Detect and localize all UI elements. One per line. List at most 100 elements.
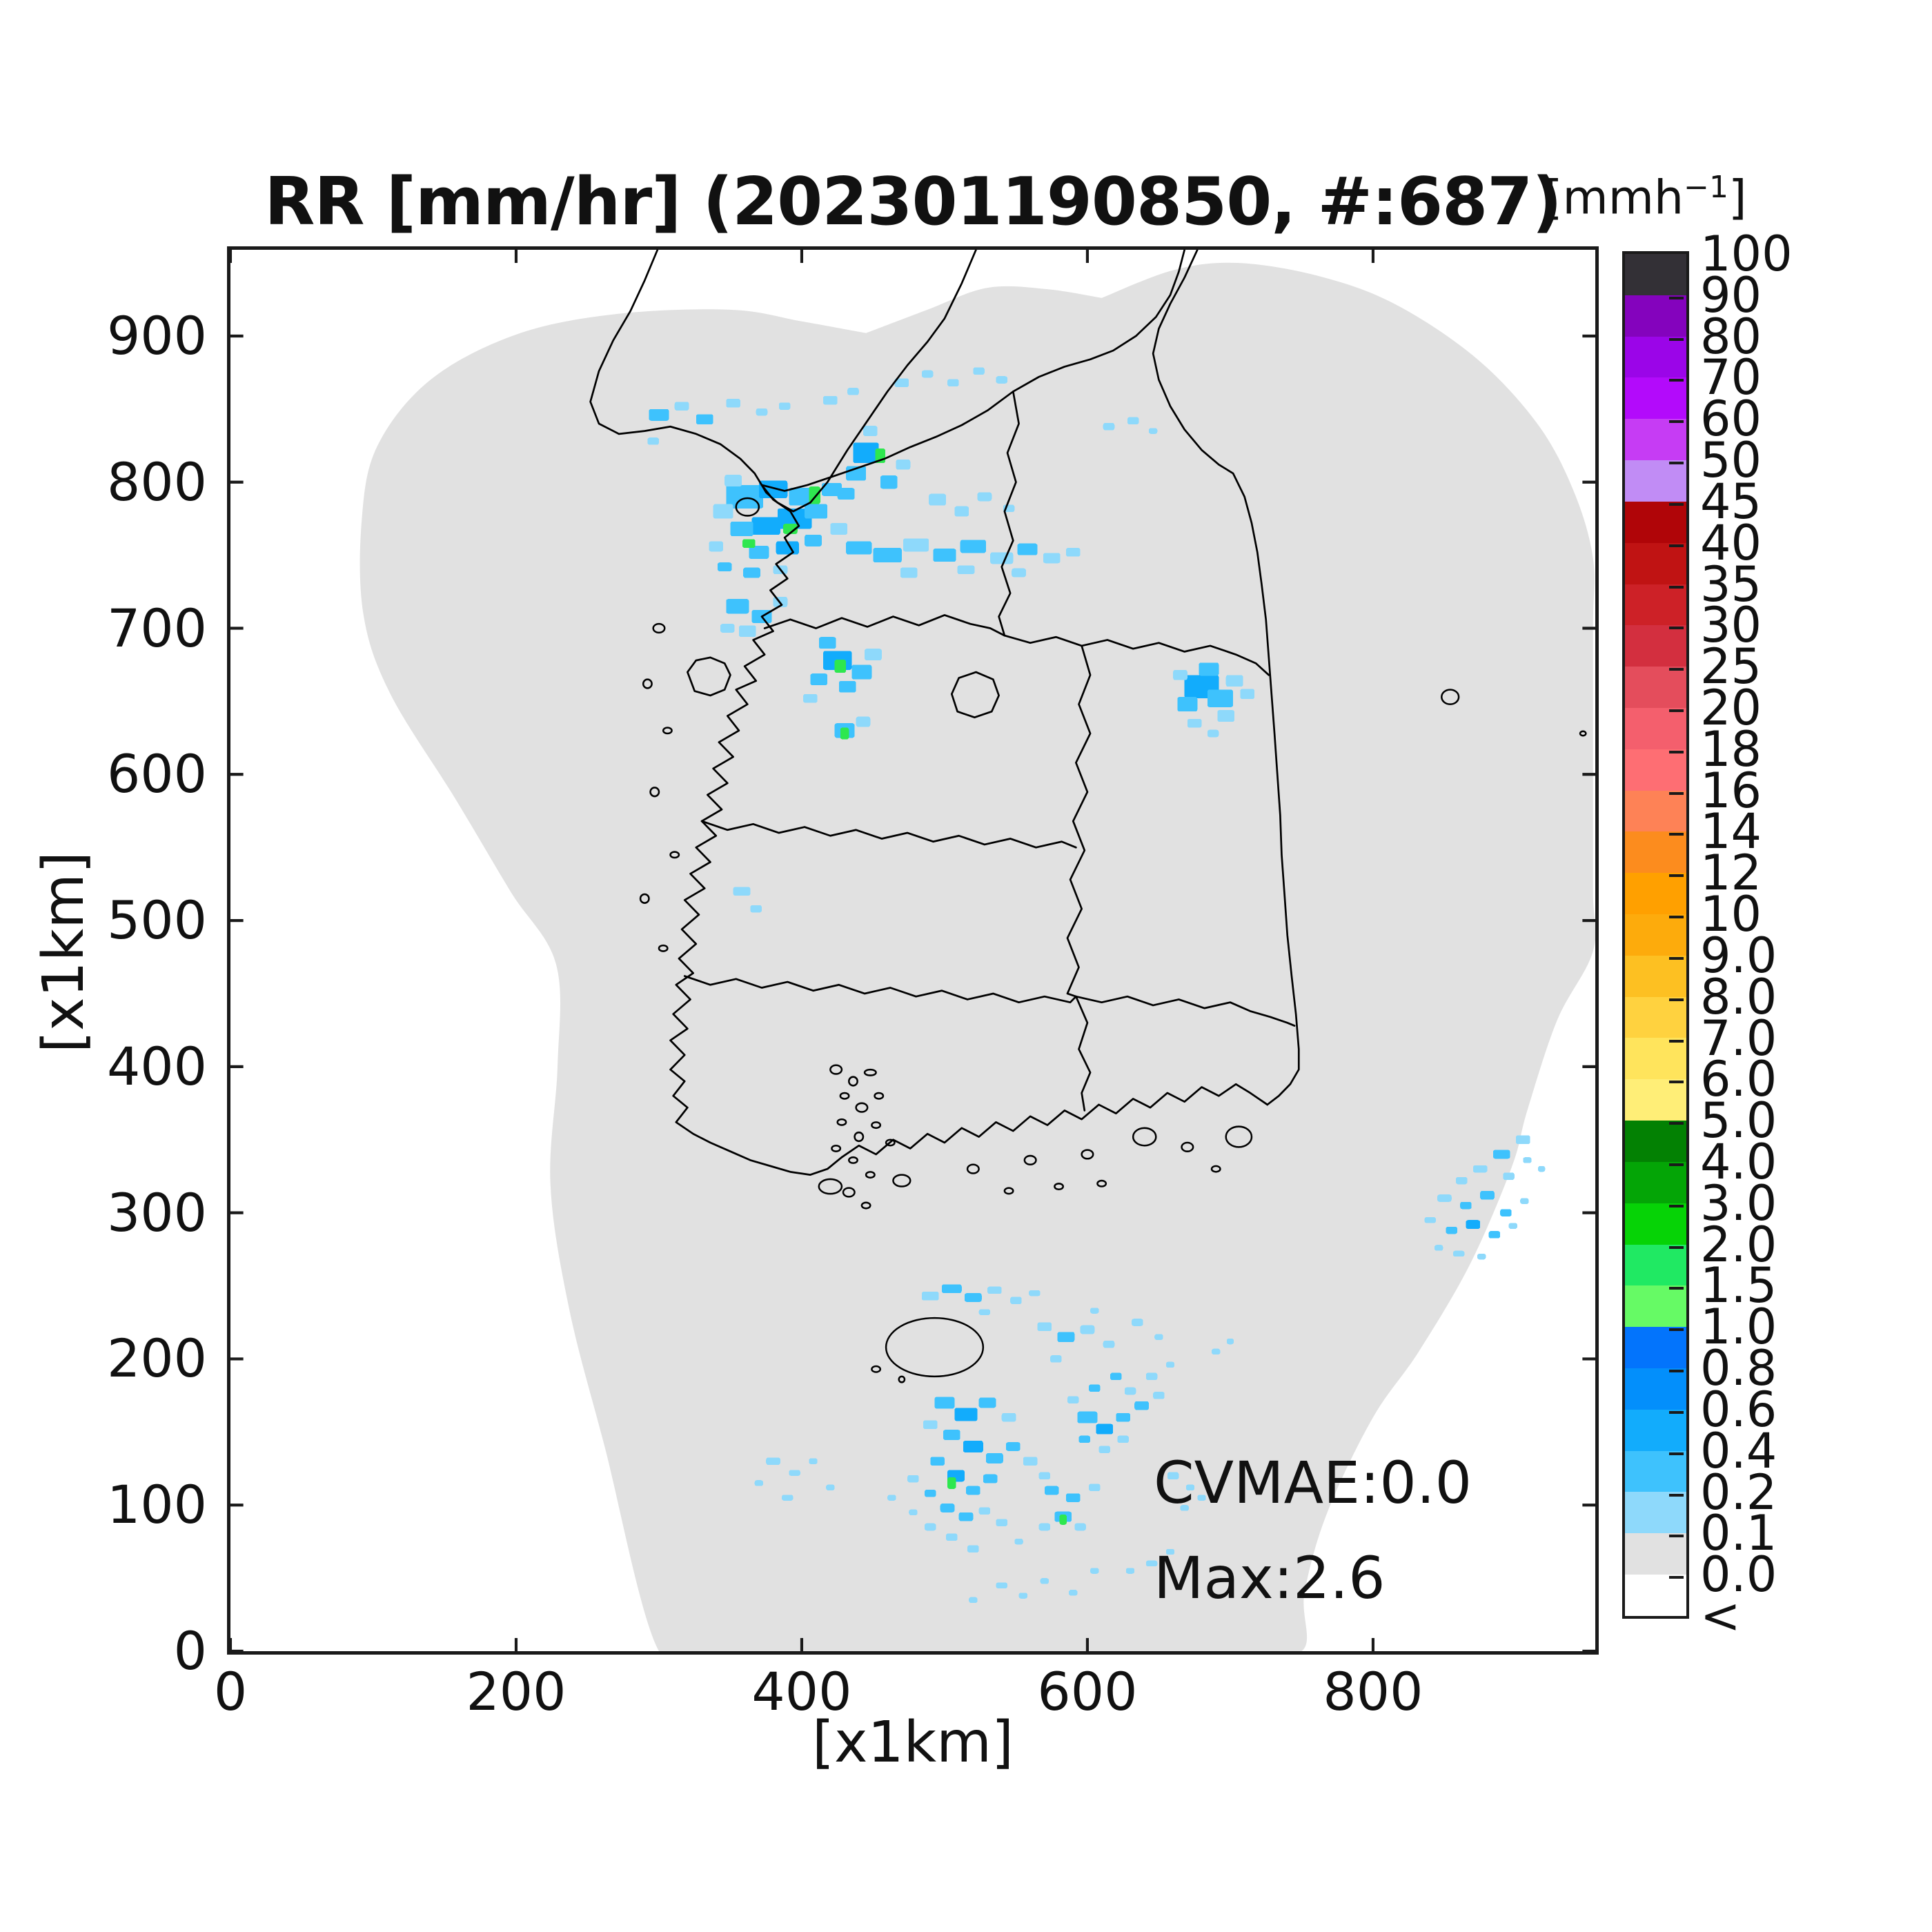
colorbar-label: 90	[1700, 266, 1762, 324]
echo-cell	[947, 1477, 956, 1489]
colorbar-label: 1.5	[1700, 1257, 1777, 1314]
x-tick-label: 800	[1323, 1661, 1423, 1722]
colorbar-label: 0.1	[1700, 1505, 1777, 1562]
island	[848, 1076, 858, 1087]
colorbar-label: <	[1700, 1588, 1741, 1644]
echo-cell	[789, 488, 815, 506]
colorbar-segment	[1625, 625, 1686, 667]
echo-cell	[977, 492, 992, 502]
echo-cell	[978, 1397, 996, 1408]
colorbar-tick	[1669, 1163, 1684, 1166]
colorbar-segment	[1625, 501, 1686, 543]
echo-cell	[709, 541, 724, 552]
echo-cell	[873, 548, 902, 563]
echo-cell	[749, 545, 769, 559]
echo-cell	[1065, 1493, 1081, 1502]
echo-cell	[1124, 1387, 1136, 1395]
echo-cell	[838, 680, 856, 693]
coastline	[840, 1083, 1269, 1159]
cvmae-annotation: CVMAE:0.0	[1154, 1449, 1472, 1517]
colorbar-tick	[1669, 1204, 1684, 1208]
colorbar-label: 4.0	[1700, 1134, 1777, 1190]
echo-cell	[1057, 1332, 1075, 1343]
echo-cell	[1018, 1593, 1028, 1599]
island	[848, 1156, 858, 1164]
echo-cell	[896, 459, 911, 470]
echo-cell	[726, 599, 749, 614]
colorbar-label: 40	[1700, 514, 1762, 571]
colorbar-label: 50	[1700, 432, 1762, 489]
echo-cell	[1197, 1495, 1206, 1501]
colorbar-tick	[1669, 337, 1684, 341]
echo-cell	[1165, 1361, 1175, 1368]
echo-cell	[1477, 1253, 1486, 1260]
echo-cell	[900, 567, 918, 578]
echo-cell	[1145, 1372, 1158, 1381]
echo-cell	[1050, 1355, 1062, 1363]
island	[892, 1174, 911, 1187]
echo-cell	[1217, 710, 1235, 722]
echo-cell	[1455, 1176, 1468, 1185]
echo-cell	[754, 1480, 764, 1486]
echo-cell	[818, 637, 836, 649]
island	[829, 1064, 843, 1075]
colorbar-label: 0.4	[1700, 1422, 1777, 1479]
echo-cell	[1044, 1486, 1059, 1495]
echo-cell	[647, 437, 659, 445]
echo-cell	[783, 524, 798, 534]
colorbar-tick	[1669, 791, 1684, 795]
echo-cell	[1065, 548, 1081, 557]
echo-cell	[1437, 1194, 1452, 1202]
island	[1579, 730, 1587, 737]
colorbar-segment	[1625, 584, 1686, 626]
colorbar-label: 100	[1700, 226, 1793, 282]
colorbar-label: 0.0	[1700, 1546, 1777, 1604]
colorbar-tick	[1669, 1245, 1684, 1249]
colorbar-label: 2.0	[1700, 1216, 1777, 1273]
y-tick-label: 500	[106, 889, 207, 952]
echo-cell	[1503, 1172, 1515, 1180]
colorbar-tick	[1669, 1039, 1684, 1043]
y-tick-label: 200	[106, 1328, 207, 1390]
island	[1081, 1149, 1094, 1160]
echo-cell	[726, 399, 740, 408]
island	[871, 1365, 882, 1373]
colorbar-unit-suffix: ]	[1728, 170, 1747, 226]
echo-cell	[856, 716, 871, 727]
colorbar-segment	[1625, 1121, 1686, 1162]
echo-cell	[1148, 428, 1158, 434]
echo-cell	[809, 1458, 818, 1464]
y-tick-label: 800	[106, 451, 207, 513]
island	[871, 1121, 882, 1130]
island	[831, 1144, 842, 1152]
echo-cell	[1515, 1135, 1530, 1145]
echo-cell	[957, 565, 975, 575]
echo-cell	[766, 1457, 780, 1465]
colorbar-label: 20	[1700, 680, 1762, 736]
echo-cell	[1090, 1308, 1099, 1314]
echo-cell	[967, 1545, 979, 1553]
island	[885, 1138, 896, 1147]
echo-cell	[1043, 553, 1061, 564]
island	[1096, 1179, 1107, 1187]
colorbar-segment	[1625, 377, 1686, 420]
colorbar-tick	[1669, 709, 1684, 712]
x-tick-label: 600	[1037, 1661, 1138, 1722]
echo-cell	[1173, 669, 1187, 680]
colorbar-segment	[1625, 955, 1686, 997]
echo-cell	[973, 367, 985, 375]
echo-cell	[1005, 1442, 1021, 1451]
island	[818, 1178, 843, 1195]
island	[1023, 1154, 1037, 1166]
echo-cell	[758, 480, 788, 499]
echo-cell	[940, 1504, 955, 1512]
colorbar-segment	[1625, 1203, 1686, 1245]
echo-cell	[789, 1470, 800, 1476]
colorbar-segment	[1625, 914, 1686, 956]
echo-cell	[996, 376, 1008, 384]
echo-cell	[1127, 417, 1139, 425]
echo-cell	[720, 624, 735, 633]
echo-cell	[840, 727, 849, 740]
coastline	[760, 250, 1186, 492]
colorbar-label: 35	[1700, 555, 1762, 613]
